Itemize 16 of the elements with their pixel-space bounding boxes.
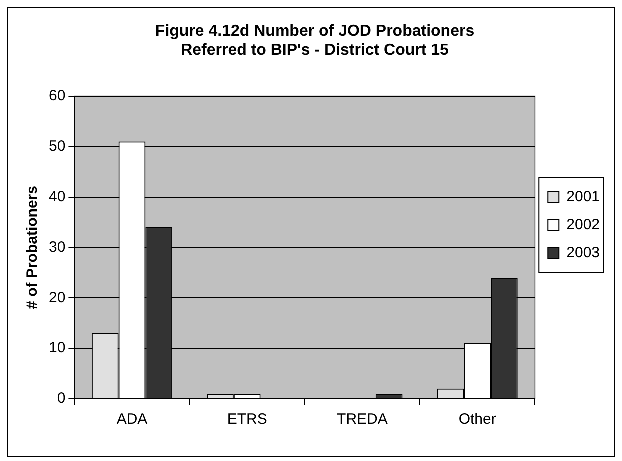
x-tick-label: ETRS: [227, 411, 268, 428]
y-axis-title: # of Probationers: [24, 186, 42, 310]
y-tick-label: 60: [48, 88, 66, 105]
legend-label: 2003: [566, 244, 600, 262]
y-tick-label: 30: [48, 238, 66, 256]
y-tick-label: 20: [48, 289, 66, 306]
y-tick-label: 10: [48, 340, 66, 357]
legend-label: 2002: [566, 216, 600, 234]
y-tick-label: 50: [48, 138, 66, 155]
x-tick-label: TREDA: [337, 411, 388, 428]
y-tick-label: 0: [57, 390, 66, 408]
x-tick-label: Other: [458, 411, 496, 428]
chart-title: Figure 4.12d Number of JOD Probationers Referred to BIP's - District Court 15: [155, 23, 475, 60]
legend-label: 2001: [566, 188, 600, 206]
x-tick-label: ADA: [116, 411, 148, 428]
y-tick-label: 40: [48, 188, 66, 206]
